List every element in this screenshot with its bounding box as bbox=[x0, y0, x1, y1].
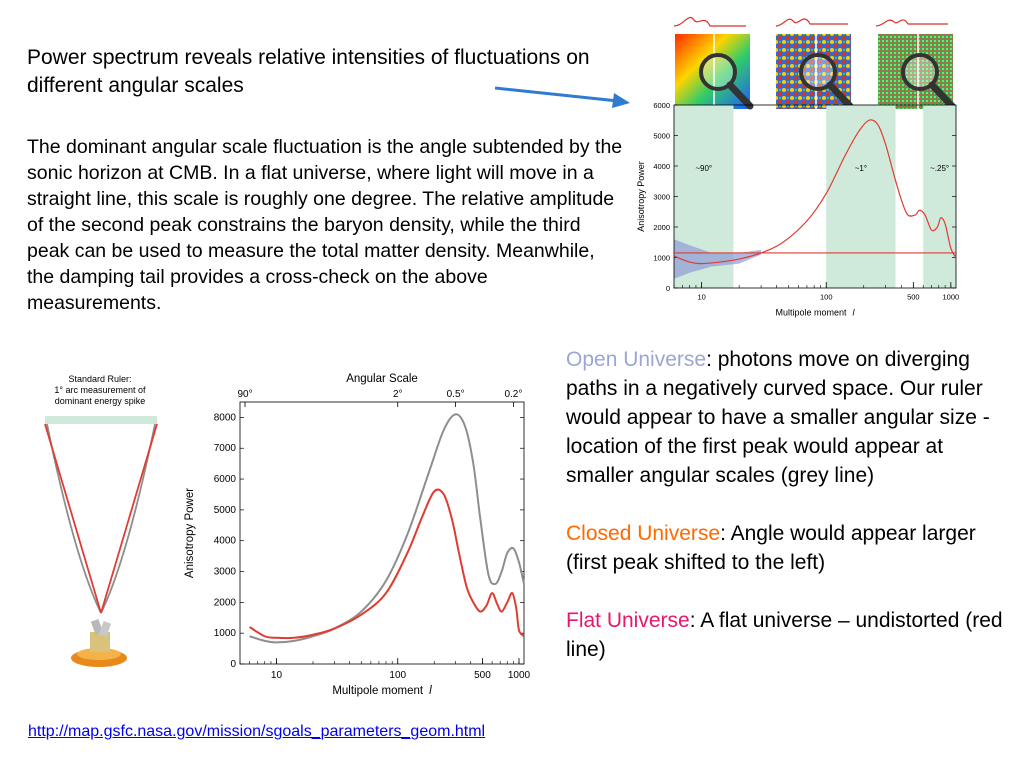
pointer-arrow-icon bbox=[494, 86, 630, 108]
y-tick-label-4: 4000 bbox=[214, 536, 237, 547]
plot-frame bbox=[239, 401, 525, 665]
y-tick-label-0: 0 bbox=[230, 659, 236, 670]
chart-title: Angular Scale bbox=[346, 373, 418, 385]
x-tick-label-2: 500 bbox=[907, 293, 920, 302]
y-tick-label-4: 4000 bbox=[653, 162, 670, 171]
explanation-paragraph: The dominant angular scale fluctuation i… bbox=[27, 136, 623, 314]
series-line-red bbox=[249, 488, 525, 640]
x-tick-label-0: 10 bbox=[271, 670, 283, 681]
y-tick-label-5: 5000 bbox=[214, 505, 237, 516]
ruler-bar bbox=[45, 416, 157, 424]
top-tick-label-3: 0.2° bbox=[504, 389, 522, 400]
x-tick-label-0: 10 bbox=[697, 293, 705, 302]
x-axis-label: Multipole moment l bbox=[332, 685, 432, 697]
x-axis-label: Multipole moment l bbox=[775, 308, 855, 318]
power-spectrum-chart: ~90° ~1° ~.25° 0 1000 2000 3000 4000 5000 6000 10 1… bbox=[636, 101, 959, 318]
y-tick-label-3: 3000 bbox=[653, 193, 670, 202]
y-tick-label-1: 1000 bbox=[214, 628, 237, 639]
ruler-red-line-right bbox=[100, 423, 158, 614]
source-link[interactable]: http://map.gsfc.nasa.gov/mission/sgoals_… bbox=[28, 723, 486, 740]
satellite-icon bbox=[71, 619, 127, 667]
x-axis-label-symbol: l bbox=[429, 685, 432, 697]
thumb-large-scale bbox=[673, 16, 754, 110]
open-universe-text: : photons move on diverging paths in a n… bbox=[566, 348, 990, 487]
scale-band-2 bbox=[923, 105, 956, 288]
thumb-degree-scale bbox=[775, 18, 854, 110]
ruler-caption-line-3: dominant energy spike bbox=[55, 396, 146, 406]
scale-band-label-0: ~90° bbox=[695, 164, 712, 173]
closed-universe-text: : Angle would appear larger (first peak … bbox=[566, 522, 976, 574]
y-tick-label-8: 8000 bbox=[214, 412, 237, 423]
top-tick-label-0: 90° bbox=[237, 389, 252, 400]
ruler-caption-line-2: 1° arc measurement of bbox=[54, 385, 146, 395]
series-line-grey bbox=[249, 413, 525, 644]
y-tick-label-1: 1000 bbox=[653, 254, 670, 263]
x-tick-label-3: 1000 bbox=[942, 293, 959, 302]
y-tick-label-6: 6000 bbox=[214, 474, 237, 485]
universe-descriptions: Open Universe: photons move on diverging… bbox=[566, 345, 1006, 693]
y-tick-label-2: 2000 bbox=[214, 597, 237, 608]
scale-band-1 bbox=[826, 105, 896, 288]
open-universe-desc: Open Universe: photons move on diverging… bbox=[566, 345, 1006, 490]
y-tick-label-2: 2000 bbox=[653, 223, 670, 232]
y-tick-label-7: 7000 bbox=[214, 443, 237, 454]
y-axis-label: Anisotropy Power bbox=[636, 161, 646, 232]
x-tick-label-3: 1000 bbox=[508, 670, 531, 681]
universe-comparison-chart: 0 1000 2000 3000 4000 5000 6000 7000 8000 10 100 50… bbox=[184, 373, 531, 697]
x-tick-label-2: 500 bbox=[474, 670, 491, 681]
flat-universe-desc: Flat Universe: A flat universe – undisto… bbox=[566, 606, 1006, 664]
y-tick-label-3: 3000 bbox=[214, 567, 237, 578]
page-heading: Power spectrum reveals relative intensit… bbox=[27, 46, 590, 97]
x-axis-label-symbol: l bbox=[853, 308, 856, 318]
y-tick-label-0: 0 bbox=[666, 284, 670, 293]
standard-ruler-diagram: Standard Ruler: 1° arc measurement of do… bbox=[44, 374, 158, 667]
top-tick-label-1: 2° bbox=[393, 389, 403, 400]
flat-universe-text: : A flat universe – undistorted (red lin… bbox=[566, 609, 1003, 661]
sky-map-thumbnails bbox=[673, 16, 956, 110]
x-tick-label-1: 100 bbox=[820, 293, 833, 302]
y-axis-label: Anisotropy Power bbox=[184, 488, 196, 578]
thumb-small-scale bbox=[875, 19, 956, 110]
y-tick-label-6: 6000 bbox=[653, 101, 670, 110]
y-tick-label-5: 5000 bbox=[653, 132, 670, 141]
closed-universe-label: Closed Universe bbox=[566, 522, 721, 545]
flat-universe-label: Flat Universe bbox=[566, 609, 690, 632]
open-universe-label: Open Universe bbox=[566, 348, 707, 371]
scale-band-label-2: ~.25° bbox=[930, 164, 949, 173]
closed-universe-desc: Closed Universe: Angle would appear larg… bbox=[566, 519, 1006, 577]
cosmic-variance-band bbox=[674, 239, 762, 279]
scale-band-label-1: ~1° bbox=[855, 164, 867, 173]
x-tick-label-1: 100 bbox=[389, 670, 406, 681]
ruler-caption-line-1: Standard Ruler: bbox=[68, 374, 131, 384]
top-tick-label-2: 0.5° bbox=[447, 389, 465, 400]
ruler-red-line-left bbox=[44, 423, 102, 614]
series-line-red bbox=[673, 119, 957, 265]
